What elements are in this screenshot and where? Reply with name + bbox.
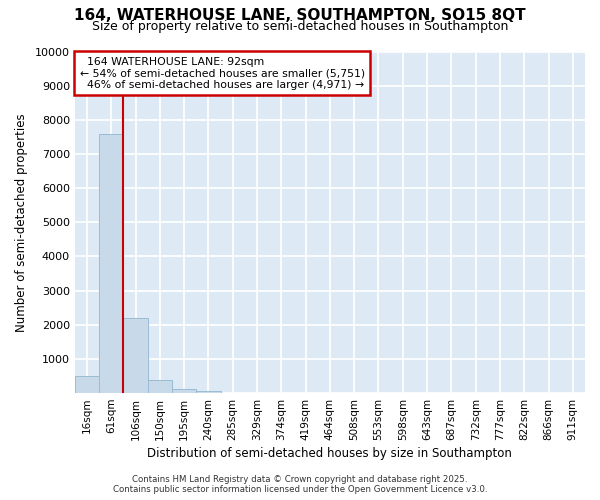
Text: 164, WATERHOUSE LANE, SOUTHAMPTON, SO15 8QT: 164, WATERHOUSE LANE, SOUTHAMPTON, SO15 … [74,8,526,22]
X-axis label: Distribution of semi-detached houses by size in Southampton: Distribution of semi-detached houses by … [148,447,512,460]
Y-axis label: Number of semi-detached properties: Number of semi-detached properties [15,113,28,332]
Text: Size of property relative to semi-detached houses in Southampton: Size of property relative to semi-detach… [92,20,508,33]
Bar [99,134,124,393]
Bar [148,380,172,393]
Bar [196,390,221,393]
Bar [75,376,99,393]
Bar [124,318,148,393]
Bar [172,389,196,393]
Text: 164 WATERHOUSE LANE: 92sqm
← 54% of semi-detached houses are smaller (5,751)
  4: 164 WATERHOUSE LANE: 92sqm ← 54% of semi… [80,56,365,90]
Text: Contains HM Land Registry data © Crown copyright and database right 2025.
Contai: Contains HM Land Registry data © Crown c… [113,474,487,494]
